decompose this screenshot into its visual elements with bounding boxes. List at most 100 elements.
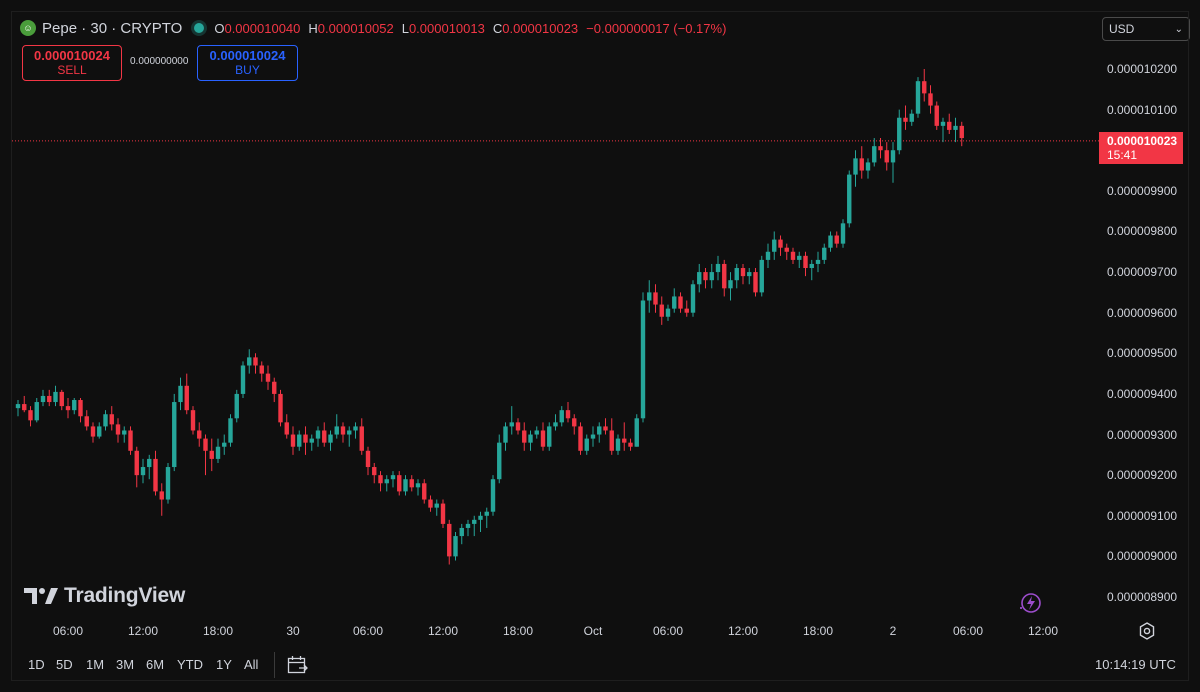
candle-body bbox=[890, 150, 896, 163]
candle-body bbox=[447, 523, 452, 557]
candle-body bbox=[422, 483, 427, 500]
range-button-1d[interactable]: 1D bbox=[28, 657, 45, 672]
candle-body bbox=[628, 442, 633, 447]
range-button-5d[interactable]: 5D bbox=[56, 657, 73, 672]
candle-body bbox=[672, 296, 677, 309]
candle-body bbox=[90, 426, 96, 437]
tradingview-logo-text: TradingView bbox=[64, 584, 186, 607]
price-axis-label: 0.000009700 bbox=[1107, 265, 1178, 280]
range-button-all[interactable]: All bbox=[244, 657, 259, 672]
candle-body bbox=[440, 503, 446, 524]
last-price-value: 0.000010023 bbox=[1107, 134, 1178, 148]
candle-body bbox=[109, 414, 114, 425]
time-axis-label: 18:00 bbox=[802, 624, 834, 638]
buy-label: BUY bbox=[235, 63, 260, 77]
candle-body bbox=[615, 438, 621, 451]
candle-body bbox=[540, 430, 546, 447]
sell-button[interactable]: 0.000010024 SELL bbox=[22, 45, 122, 81]
price-chart[interactable] bbox=[12, 12, 1099, 617]
candle-body bbox=[509, 422, 514, 427]
price-change: −0.000000017 (−0.17%) bbox=[586, 20, 727, 36]
candle-body bbox=[828, 235, 833, 248]
candle-body bbox=[59, 391, 64, 407]
price-axis-label: 0.000009500 bbox=[1107, 346, 1178, 361]
range-button-3m[interactable]: 3M bbox=[116, 657, 135, 672]
candle-body bbox=[390, 475, 396, 480]
candle-body bbox=[772, 239, 777, 252]
range-button-ytd[interactable]: YTD bbox=[177, 657, 203, 672]
range-button-1m[interactable]: 1M bbox=[86, 657, 105, 672]
candle-body bbox=[328, 434, 333, 443]
candle-body bbox=[172, 402, 177, 468]
candle-body bbox=[228, 418, 233, 443]
candle-body bbox=[659, 304, 664, 317]
calendar-goto-icon[interactable] bbox=[287, 655, 309, 675]
candle-body bbox=[547, 426, 552, 447]
candle-body bbox=[903, 117, 908, 122]
candle-body bbox=[197, 430, 202, 439]
time-axis-label: 06:00 bbox=[352, 624, 384, 638]
candle-body bbox=[159, 491, 164, 500]
candle-body bbox=[315, 430, 321, 439]
candle-body bbox=[803, 255, 808, 269]
candle-body bbox=[222, 442, 227, 447]
candle-body bbox=[22, 404, 27, 411]
candle-body bbox=[953, 125, 958, 130]
candle-body bbox=[234, 393, 239, 419]
candle-body bbox=[403, 479, 408, 492]
candle-body bbox=[884, 150, 889, 163]
time-axis-label: 06:00 bbox=[952, 624, 984, 638]
candle-body bbox=[240, 365, 246, 394]
buy-button[interactable]: 0.000010024 BUY bbox=[197, 45, 298, 81]
candle-body bbox=[590, 434, 596, 439]
currency-select[interactable]: USD ⌄ bbox=[1102, 17, 1190, 41]
tradingview-logo-icon bbox=[24, 588, 58, 604]
candle-body bbox=[847, 174, 852, 224]
candle-body bbox=[559, 410, 564, 423]
candle-body bbox=[584, 438, 589, 451]
lightning-icon[interactable] bbox=[1017, 592, 1045, 616]
range-button-6m[interactable]: 6M bbox=[146, 657, 165, 672]
candle-body bbox=[640, 300, 646, 419]
candle-body bbox=[272, 381, 277, 394]
price-axis-label: 0.000009100 bbox=[1107, 508, 1178, 523]
time-axis-label: 12:00 bbox=[1027, 624, 1059, 638]
candle-body bbox=[897, 117, 902, 151]
candle-body bbox=[578, 426, 583, 451]
sell-price: 0.000010024 bbox=[34, 48, 110, 63]
candle-body bbox=[140, 467, 146, 476]
range-button-1y[interactable]: 1Y bbox=[216, 657, 232, 672]
candle-body bbox=[372, 467, 377, 476]
market-status-dot-icon[interactable] bbox=[194, 23, 205, 33]
candle-body bbox=[253, 357, 258, 366]
candle-body bbox=[303, 434, 308, 443]
candle-body bbox=[553, 422, 558, 427]
candle-body bbox=[340, 426, 346, 435]
candle-body bbox=[940, 121, 946, 126]
gear-icon[interactable] bbox=[1138, 622, 1156, 640]
candle-body bbox=[84, 416, 89, 427]
candle-body bbox=[459, 527, 464, 537]
price-axis-label: 0.000009000 bbox=[1107, 549, 1178, 564]
candle-body bbox=[53, 391, 58, 403]
candle-body bbox=[147, 458, 152, 468]
candle-body bbox=[78, 400, 83, 417]
spread-value: 0.000000000 bbox=[130, 56, 189, 67]
range-separator bbox=[274, 652, 275, 678]
candle-body bbox=[290, 434, 296, 447]
candle-body bbox=[834, 235, 839, 244]
candle-body bbox=[115, 424, 121, 435]
candle-body bbox=[565, 410, 571, 419]
candle-body bbox=[15, 404, 21, 409]
candle-body bbox=[297, 434, 302, 447]
candle-body bbox=[728, 280, 733, 289]
candle-body bbox=[603, 426, 608, 431]
candles-layer bbox=[15, 69, 964, 565]
pepe-coin-icon[interactable]: ☺ bbox=[20, 20, 36, 36]
utc-clock[interactable]: 10:14:19 UTC bbox=[1095, 657, 1176, 672]
symbol-title[interactable]: Pepe · 30 · CRYPTO bbox=[42, 19, 183, 37]
candle-body bbox=[784, 247, 789, 252]
candle-body bbox=[515, 422, 521, 431]
candle-body bbox=[34, 402, 39, 421]
